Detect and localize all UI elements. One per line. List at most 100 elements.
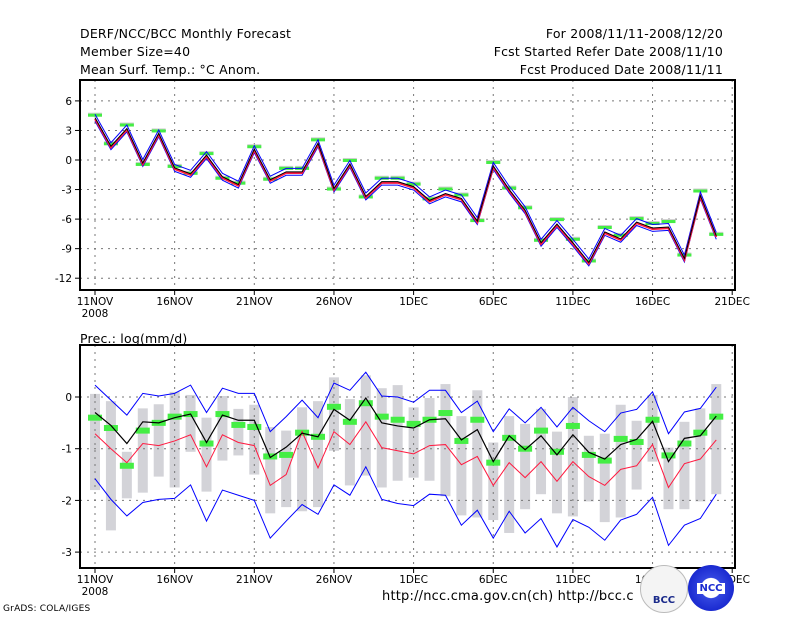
- obs-mark: [358, 400, 373, 407]
- spread-bar: [297, 407, 308, 512]
- spread-bar: [472, 390, 483, 518]
- x-tick-label: 21NOV: [236, 296, 273, 308]
- obs-mark: [534, 427, 549, 434]
- y-tick-label: 6: [65, 96, 72, 108]
- obs-mark: [406, 420, 421, 427]
- spread-bar: [313, 401, 324, 508]
- x-tick-label: 11DEC: [555, 574, 590, 586]
- x-tick-label: 6DEC: [479, 574, 508, 586]
- obs-mark: [215, 411, 230, 418]
- spread-bar: [424, 398, 435, 481]
- obs-mark: [422, 197, 437, 201]
- y-tick-label: 0: [65, 155, 72, 167]
- spread-bar: [711, 384, 722, 495]
- spread-bar: [631, 420, 642, 490]
- obs-mark: [549, 218, 564, 222]
- obs-mark: [645, 416, 660, 423]
- spread-bar: [488, 442, 499, 521]
- x-tick-label: 16NOV: [156, 296, 193, 308]
- obs-mark: [629, 438, 644, 445]
- y-tick-label: -9: [62, 244, 72, 256]
- obs-mark: [597, 457, 612, 464]
- obs-mark: [103, 142, 118, 146]
- x-tick-label: 11NOV: [77, 296, 114, 308]
- spread-bar: [536, 408, 547, 495]
- spread-bar: [233, 408, 244, 456]
- x-tick-label: 16NOV: [156, 574, 193, 586]
- obs-mark: [231, 181, 246, 185]
- y-tick-label: -6: [62, 214, 73, 226]
- obs-mark: [470, 416, 485, 423]
- ensemble-mean-line: [94, 117, 717, 264]
- spread-bar: [328, 377, 339, 451]
- ensemble-min-line: [94, 465, 717, 548]
- spread-bar: [281, 430, 292, 508]
- member-size: Member Size=40: [80, 44, 191, 59]
- spread-bar: [456, 416, 467, 516]
- spread-bar: [440, 384, 451, 497]
- spread-bar: [121, 451, 132, 499]
- obs-mark: [167, 164, 182, 168]
- ensemble-max-line: [94, 371, 717, 435]
- ensemble-lower-line: [94, 120, 717, 267]
- x-tick-label: 6DEC: [479, 296, 508, 308]
- temperature-chart: 6 3 0 -3 -6 -9 -12 11NOV 16NOV 21NOV 26NOV 1DEC 6DEC…: [55, 79, 750, 320]
- obs-mark: [534, 238, 549, 242]
- spread-bar: [249, 404, 260, 475]
- spread-bar: [376, 388, 387, 488]
- spread-bar: [201, 417, 212, 492]
- y-tick-label: -1: [62, 444, 72, 456]
- obs-mark: [645, 222, 660, 226]
- obs-mark: [406, 182, 421, 186]
- obs-mark: [88, 414, 102, 421]
- spread-bar: [583, 435, 594, 502]
- obs-mark: [581, 259, 596, 263]
- produced-date: Fcst Produced Date 2008/11/11: [519, 62, 723, 77]
- plot-frame: [79, 79, 736, 291]
- ncc-logo: NCC: [688, 565, 734, 611]
- obs-mark: [613, 435, 628, 442]
- ensemble-mean-line: [94, 396, 717, 463]
- spread-bar: [615, 404, 626, 518]
- obs-mark: [502, 434, 517, 441]
- y-tick-label: -3: [62, 547, 72, 559]
- spread-bar: [663, 447, 674, 510]
- y-tick-label: -2: [62, 495, 72, 507]
- spread-bar: [344, 399, 355, 486]
- y-tick-label: 0: [65, 392, 72, 404]
- spread-bar: [137, 408, 148, 493]
- obs-mark: [342, 418, 357, 425]
- obs-mark: [565, 422, 580, 429]
- figure-title: DERF/NCC/BCC Monthly Forecast: [80, 26, 292, 41]
- x-tick-label: 11DEC: [555, 296, 590, 308]
- x-tick-label: 1DEC: [399, 574, 428, 586]
- x-tick-label: 26NOV: [316, 574, 353, 586]
- ensemble-median-line: [94, 420, 717, 489]
- ensemble-upper-line: [94, 113, 717, 260]
- spread-bar: [504, 416, 515, 533]
- ncc-logo-text: NCC: [697, 582, 725, 594]
- precip-title: Prec.: log(mm/d): [80, 331, 188, 346]
- spread-bar: [217, 395, 228, 461]
- start-date: Fcst Started Refer Date 2008/11/10: [493, 44, 723, 59]
- obs-mark: [119, 462, 134, 469]
- ensemble-median-line: [94, 118, 718, 266]
- x-year-label: 2008: [82, 586, 109, 598]
- x-tick-label: 26NOV: [316, 296, 353, 308]
- x-tick-label: 16DEC: [635, 296, 670, 308]
- obs-mark: [199, 152, 214, 156]
- obs-mark: [454, 437, 469, 444]
- obs-mark: [247, 423, 262, 430]
- obs-mark: [231, 421, 246, 428]
- spread-bar: [408, 407, 419, 478]
- plot-frame: [79, 344, 736, 569]
- obs-mark: [103, 425, 118, 432]
- bcc-logo-text: BCC: [652, 594, 676, 606]
- obs-mark: [661, 452, 676, 459]
- precip-chart: 0 -1 -2 -3 11NOV 16NOV 21NOV 26NOV 1DEC 6DEC 11DEC…: [62, 344, 750, 598]
- spread-bar: [599, 433, 610, 523]
- y-tick-label: -12: [55, 273, 72, 285]
- x-tick-label: 11NOV: [77, 574, 114, 586]
- obs-mark: [438, 410, 453, 417]
